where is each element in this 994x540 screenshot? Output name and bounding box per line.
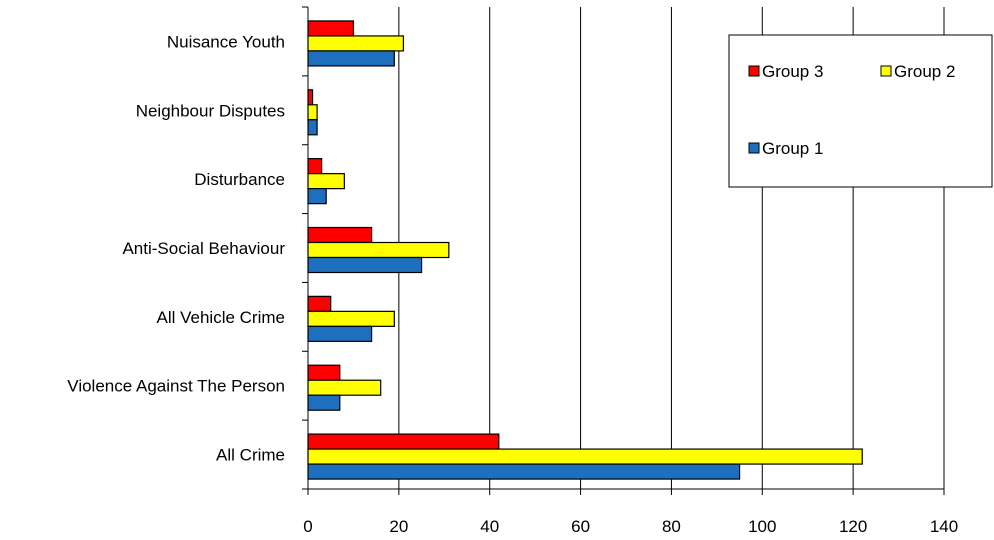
bar-group-3 (307, 158, 323, 175)
bar-group-1 (307, 463, 741, 480)
bar-group-1 (307, 188, 327, 205)
bar-group-1 (307, 325, 373, 342)
bar-group-3 (307, 364, 341, 381)
bar-group-2 (307, 379, 382, 396)
category-label: Neighbour Disputes (136, 101, 285, 120)
legend-label: Group 2 (894, 62, 955, 81)
tick-labels: 0 20 40 60 80 100 120 140 (303, 517, 958, 536)
bar-group-3 (307, 433, 500, 450)
bar-group-2 (307, 241, 450, 259)
x-tick-label: 140 (930, 517, 958, 536)
legend-swatch (748, 65, 760, 77)
bar-group-2 (307, 448, 863, 465)
category-label: All Crime (216, 446, 285, 465)
x-tick-label: 100 (748, 517, 776, 536)
bar-group-3 (307, 20, 355, 37)
category-label: Disturbance (194, 170, 285, 189)
x-tick-label: 0 (303, 517, 312, 536)
bar-group-1 (307, 394, 341, 411)
axes (302, 6, 945, 495)
legend-label: Group 3 (762, 62, 823, 81)
category-labels: Nuisance Youth Neighbour Disputes Disturba… (67, 32, 285, 464)
category-label: All Vehicle Crime (157, 308, 286, 327)
bar-group-1 (307, 119, 318, 136)
category-label: Anti-Social Behaviour (122, 239, 285, 258)
bar-group-2 (307, 173, 345, 190)
x-tick-label: 120 (839, 517, 867, 536)
bar-group-3 (307, 89, 314, 106)
bar-group-3 (307, 295, 332, 312)
x-tick-label: 40 (480, 517, 499, 536)
bar-group-2 (307, 104, 318, 121)
legend-label: Group 1 (762, 139, 823, 158)
legend: Group 3 Group 2 Group 1 (728, 34, 993, 188)
bar-group-3 (307, 226, 373, 244)
category-label: Violence Against The Person (67, 377, 285, 396)
x-tick-label: 60 (571, 517, 590, 536)
bars (307, 20, 863, 480)
x-tick-label: 20 (389, 517, 408, 536)
category-label: Nuisance Youth (167, 32, 285, 51)
bar-group-1 (307, 256, 423, 274)
legend-swatch (748, 142, 760, 154)
x-tick-label: 80 (662, 517, 681, 536)
bar-group-1 (307, 50, 395, 67)
bar-group-2 (307, 310, 395, 327)
bar-group-2 (307, 35, 405, 52)
legend-swatch (880, 65, 892, 77)
legend-box (728, 34, 993, 188)
